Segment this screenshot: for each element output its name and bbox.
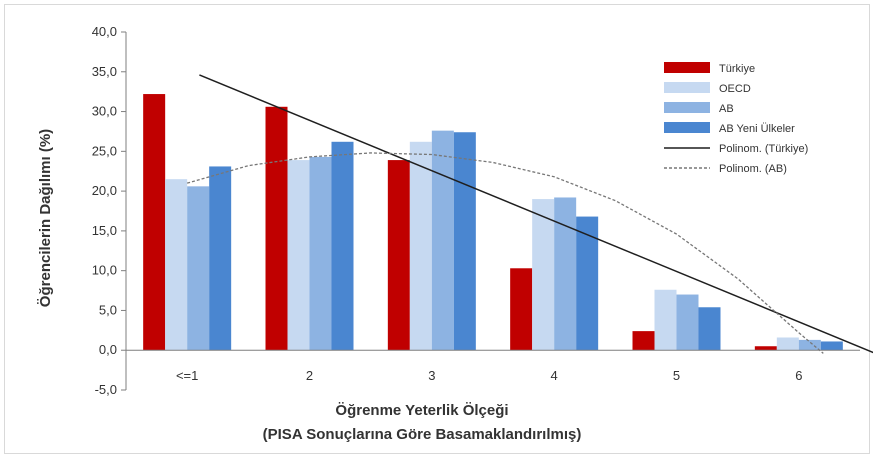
legend-label: Türkiye: [719, 63, 755, 75]
legend: Türkiye OECD AB AB Yeni Ülkeler Polinom. (Tü…: [664, 62, 808, 175]
legend-label: OECD: [719, 83, 751, 95]
y-tick-label: 20,0: [92, 183, 117, 198]
bar: [287, 160, 310, 351]
legend-swatch: [664, 62, 710, 73]
bar: [654, 289, 677, 351]
bar: [331, 141, 354, 351]
legend-label: Polinom. (Türkiye): [719, 143, 808, 155]
y-tick-label: 30,0: [92, 104, 117, 119]
x-axis-title-line2: (PISA Sonuçlarına Göre Basamaklandırılmı…: [263, 426, 582, 443]
x-tick-label: 4: [551, 368, 558, 383]
bar: [265, 106, 288, 351]
y-tick-label: 35,0: [92, 64, 117, 79]
bar: [143, 94, 166, 351]
bar: [309, 156, 332, 351]
bar: [532, 199, 555, 351]
bar: [576, 216, 599, 351]
bar: [554, 197, 577, 351]
bar: [510, 268, 533, 351]
bar: [209, 166, 232, 351]
y-tick-label: 25,0: [92, 143, 117, 158]
bar: [409, 141, 432, 351]
x-tick-label: 6: [795, 368, 802, 383]
y-tick-label: 5,0: [99, 302, 117, 317]
bar: [187, 186, 210, 351]
y-tick-label: 10,0: [92, 263, 117, 278]
bar: [632, 331, 655, 351]
trendlines: [186, 74, 873, 354]
y-tick-label: 15,0: [92, 223, 117, 238]
bar: [698, 307, 721, 351]
x-tick-label: 5: [673, 368, 680, 383]
x-tick-label: <=1: [176, 368, 198, 383]
legend-swatch: [664, 82, 710, 93]
bar: [676, 294, 699, 351]
x-tick-label: 3: [428, 368, 435, 383]
legend-label: Polinom. (AB): [719, 163, 787, 175]
bar: [165, 179, 188, 351]
y-tick-label: 0,0: [99, 342, 117, 357]
bar: [387, 160, 410, 351]
y-axis-title: Öğrencilerin Dağılımı (%): [37, 129, 54, 307]
legend-label: AB: [719, 103, 734, 115]
x-tick-labels: <=1 2 3 4 5 6: [176, 368, 802, 383]
bar: [776, 337, 799, 351]
legend-label: AB Yeni Ülkeler: [719, 123, 795, 135]
x-axis-title-line1: Öğrenme Yeterlik Ölçeği: [335, 402, 508, 419]
bar: [754, 346, 777, 351]
y-tick-label: -5,0: [95, 382, 117, 397]
bar: [820, 341, 843, 351]
bar: [798, 339, 821, 351]
y-tick-label: 40,0: [92, 24, 117, 39]
bar: [453, 132, 476, 351]
legend-swatch: [664, 102, 710, 113]
bar: [431, 130, 454, 351]
bars: [143, 94, 843, 351]
x-tick-label: 2: [306, 368, 313, 383]
y-tick-labels: 40,0 35,0 30,0 25,0 20,0 15,0 10,0 5,0 0,0 -5,0: [92, 24, 126, 397]
trendline: [186, 152, 824, 354]
legend-swatch: [664, 122, 710, 133]
trendline: [199, 74, 873, 354]
